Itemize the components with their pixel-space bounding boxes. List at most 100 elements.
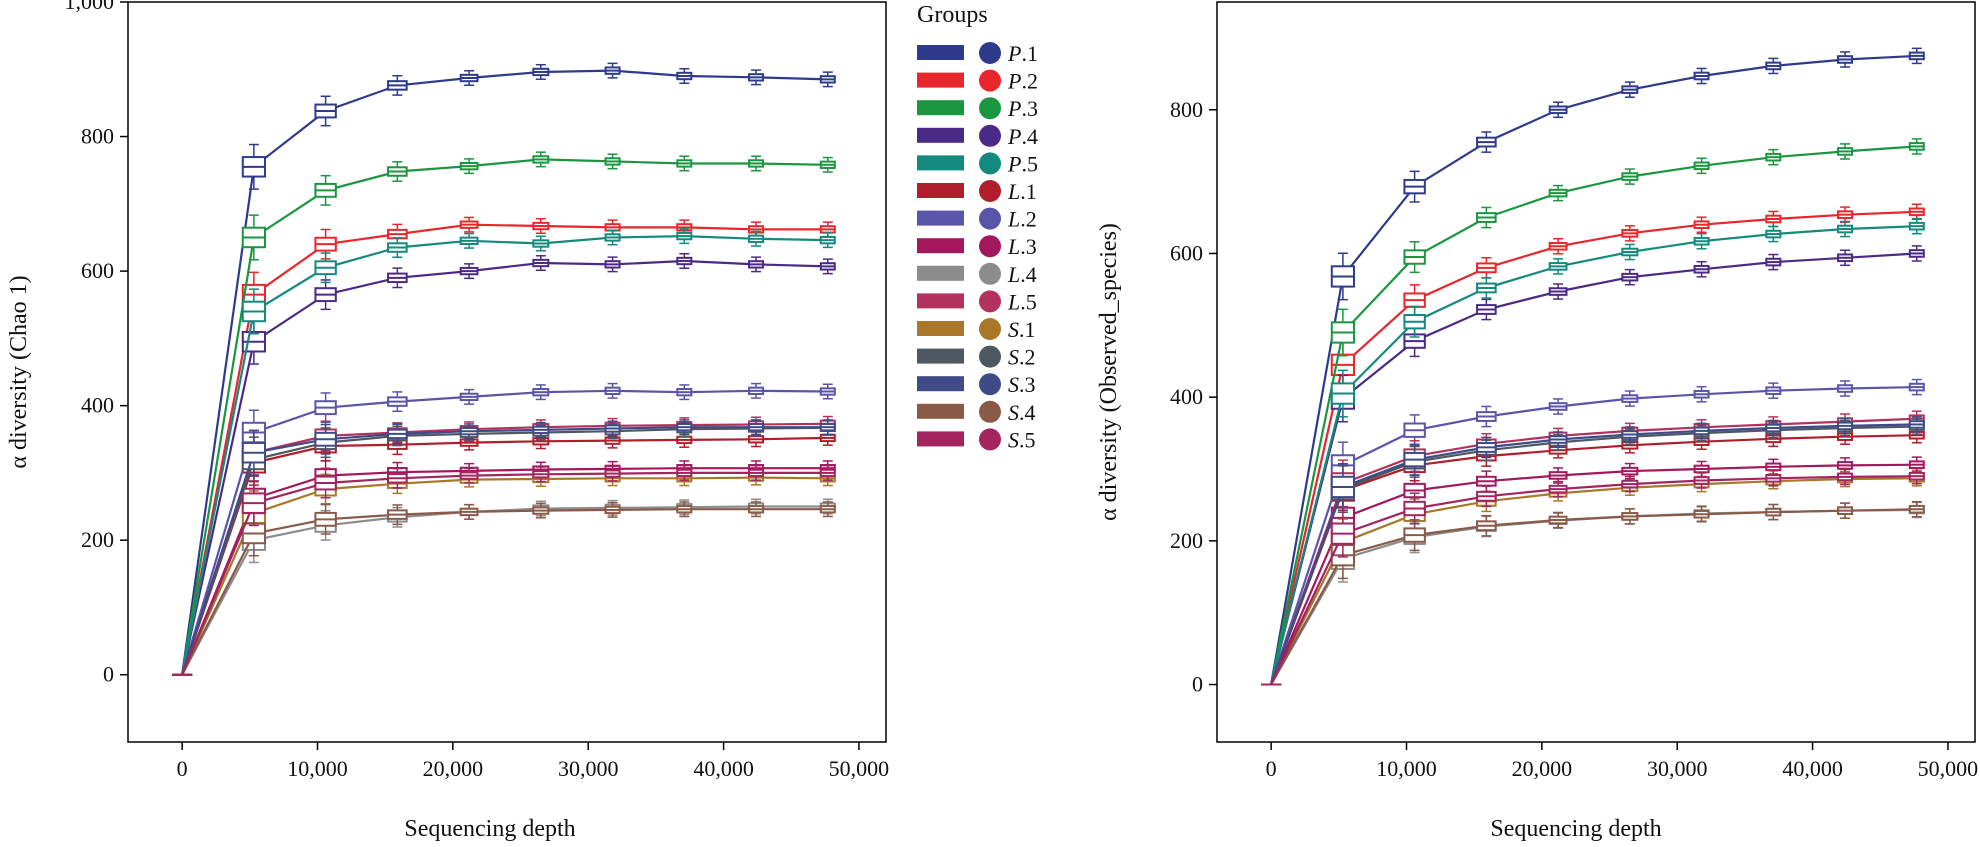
box-marker xyxy=(1837,502,1854,519)
box-marker xyxy=(676,419,693,436)
box-marker xyxy=(314,279,337,311)
y-tick-label: 600 xyxy=(81,258,114,283)
legend-label: L.4 xyxy=(1007,262,1037,287)
box-marker xyxy=(819,232,836,249)
box-marker xyxy=(819,156,836,173)
box-marker xyxy=(604,229,621,246)
series-p-3 xyxy=(172,151,836,676)
plot-frame-observed-species xyxy=(1216,1,1976,743)
legend-label: P.3 xyxy=(1007,96,1038,121)
x-tick-label: 20,000 xyxy=(423,756,484,781)
box-marker xyxy=(604,62,621,79)
box-marker xyxy=(314,503,337,535)
series-p-1 xyxy=(1261,47,1925,686)
legend-swatch-bar xyxy=(917,45,964,60)
series-s-5 xyxy=(1261,467,1925,686)
box-marker xyxy=(1330,509,1355,558)
series-s-1 xyxy=(1261,470,1925,686)
y-tick-label: 0 xyxy=(103,662,114,687)
box-marker xyxy=(1403,443,1426,476)
legend-swatch-bar xyxy=(917,376,964,392)
y-axis-ticks-observed-species: 0 10,000 20,000 30,000 40,000 50,000 0 200 400 60… xyxy=(1170,97,1978,781)
y-axis-ticks-chao1: 0 10,000 20,000 30,000 40,000 50,000 0 200 400 60… xyxy=(65,0,890,781)
legend-label: S.5 xyxy=(1008,427,1036,452)
x-tick-label: 50,000 xyxy=(829,756,890,781)
box-marker xyxy=(1908,416,1925,433)
legend-swatch-dot xyxy=(979,42,1001,64)
legend-entry-s-2: S.2 xyxy=(917,345,1036,370)
box-marker xyxy=(387,74,408,96)
series-s-3 xyxy=(1261,416,1925,686)
box-marker xyxy=(1837,206,1854,223)
box-marker xyxy=(1765,210,1782,228)
box-marker xyxy=(748,256,765,273)
y-tick-label: 0 xyxy=(1192,672,1203,697)
box-marker xyxy=(1548,431,1568,448)
legend-swatch-bar xyxy=(917,431,964,447)
y-tick-label: 400 xyxy=(81,393,114,418)
x-tick-label: 10,000 xyxy=(1376,756,1437,781)
series-line xyxy=(181,508,828,676)
box-marker xyxy=(459,232,479,249)
box-marker xyxy=(1403,240,1426,274)
box-marker xyxy=(314,467,337,499)
series-line xyxy=(1270,225,1917,685)
x-tick-label: 40,000 xyxy=(1782,756,1843,781)
chart-observed-species: 0 10,000 20,000 30,000 40,000 50,000 0 200 400 60… xyxy=(1096,1,1978,842)
box-marker xyxy=(241,429,266,476)
legend-entry-p-1: P.1 xyxy=(917,41,1038,66)
x-tick-label: 30,000 xyxy=(1647,756,1708,781)
legend-swatch-bar xyxy=(917,293,964,309)
legend-entry-l-2: L.2 xyxy=(917,207,1037,232)
y-tick-label: 400 xyxy=(1170,384,1203,409)
y-tick-label: 800 xyxy=(1170,97,1203,122)
series-line xyxy=(181,436,828,676)
series-s-1 xyxy=(172,469,836,676)
legend-swatch-dot xyxy=(979,235,1001,258)
series-line xyxy=(1270,54,1917,685)
series-line xyxy=(181,505,828,676)
box-marker xyxy=(748,382,765,399)
series-line xyxy=(181,69,828,675)
box-marker xyxy=(1548,184,1568,202)
box-marker xyxy=(1693,472,1710,489)
box-marker xyxy=(1548,258,1568,275)
series-line xyxy=(181,158,828,675)
legend-entry-p-5: P.5 xyxy=(917,151,1038,176)
series-l-2 xyxy=(172,382,836,676)
legend-swatch-bar xyxy=(917,127,964,143)
box-marker xyxy=(604,382,621,399)
box-marker xyxy=(819,383,836,400)
box-marker xyxy=(1621,168,1639,185)
series-l-4 xyxy=(172,498,836,676)
box-marker xyxy=(1908,467,1925,485)
legend-swatch-dot xyxy=(979,262,1001,285)
box-marker xyxy=(1765,225,1782,243)
box-marker xyxy=(1621,475,1639,493)
box-marker xyxy=(459,216,479,233)
box-marker xyxy=(1837,468,1854,486)
series-line xyxy=(1270,145,1917,685)
box-marker xyxy=(1693,505,1710,523)
y-tick-label: 800 xyxy=(81,124,114,149)
box-marker xyxy=(1330,369,1355,418)
box-marker xyxy=(532,421,550,438)
box-marker xyxy=(532,502,550,519)
box-marker xyxy=(1621,508,1639,525)
box-marker xyxy=(676,155,693,172)
legend-title: Groups xyxy=(917,2,988,28)
box-marker xyxy=(748,230,765,247)
box-marker xyxy=(1548,511,1568,529)
box-marker xyxy=(532,384,550,401)
x-tick-label: 0 xyxy=(177,756,188,781)
series-s-4 xyxy=(1261,500,1925,686)
box-marker xyxy=(676,228,693,245)
series-p-5 xyxy=(172,228,836,676)
box-marker xyxy=(1476,206,1497,229)
legend-label: L.1 xyxy=(1007,179,1037,204)
series-l-2 xyxy=(1261,378,1925,686)
y-axis-title-observed-species: α diversity (Observed_species) xyxy=(1096,223,1122,521)
box-marker xyxy=(1693,422,1710,440)
box-marker xyxy=(604,501,621,518)
box-marker xyxy=(387,161,408,182)
